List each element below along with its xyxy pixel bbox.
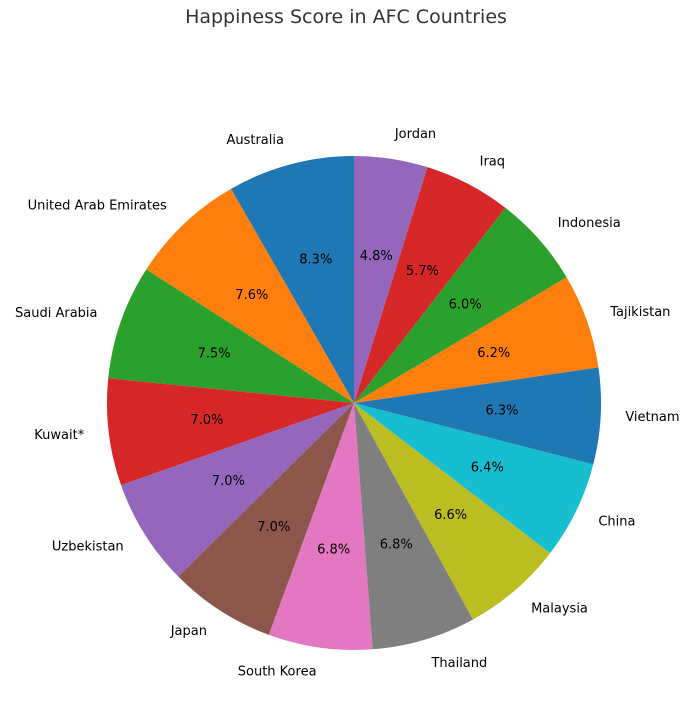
pie-category-label-south-korea: South Korea — [238, 665, 317, 680]
pie-percent-label-thailand: 6.8% — [380, 538, 413, 553]
pie-slice-kuwait — [107, 378, 355, 486]
pie-percent-label-united-arab-emirates: 7.6% — [235, 288, 268, 303]
pie-slice-malaysia — [354, 403, 551, 620]
pie-percent-label-indonesia: 6.0% — [449, 297, 482, 312]
pie-slice-thailand — [354, 403, 473, 650]
pie-percent-label-vietnam: 6.3% — [485, 403, 518, 418]
pie-category-label-uzbekistan: Uzbekistan — [52, 540, 124, 555]
pie-slice-tajikistan — [354, 277, 599, 403]
pie-category-label-malaysia: Malaysia — [531, 602, 588, 617]
pie-slice-australia — [230, 156, 354, 403]
pie-category-label-indonesia: Indonesia — [558, 216, 621, 231]
pie-slice-uzbekistan — [121, 403, 355, 577]
pie-category-label-jordan: Jordan — [394, 127, 436, 142]
pie-percent-label-china: 6.4% — [471, 460, 504, 475]
pie-slice-united-arab-emirates — [146, 188, 354, 403]
pie-slice-indonesia — [354, 207, 567, 403]
pie-percent-label-kuwait: 7.0% — [190, 413, 223, 428]
pie-slice-vietnam — [354, 367, 601, 465]
chart-title: Happiness Score in AFC Countries — [185, 6, 507, 28]
pie-category-label-kuwait: Kuwait* — [34, 428, 84, 443]
pie-slice-iraq — [354, 167, 506, 403]
pie-percent-label-tajikistan: 6.2% — [477, 346, 510, 361]
pie-category-label-saudi-arabia: Saudi Arabia — [15, 306, 98, 321]
pie-slice-japan — [178, 403, 354, 635]
pie-slice-jordan — [354, 156, 428, 403]
pie-percent-label-iraq: 5.7% — [406, 264, 439, 279]
pie-category-label-thailand: Thailand — [430, 656, 487, 671]
pie-slice-south-korea — [268, 403, 373, 650]
pie-category-label-iraq: Iraq — [480, 155, 505, 170]
pie-percent-label-malaysia: 6.6% — [434, 508, 467, 523]
pie-percent-label-south-korea: 6.8% — [317, 542, 350, 557]
pie-category-label-australia: Australia — [226, 133, 284, 148]
pie-percent-label-japan: 7.0% — [257, 520, 290, 535]
pie-category-label-vietnam: Vietnam — [625, 410, 679, 425]
pie-category-label-japan: Japan — [170, 624, 207, 639]
pie-category-label-tajikistan: Tajikistan — [609, 305, 670, 320]
pie-category-label-china: China — [598, 514, 635, 529]
pie-percent-label-uzbekistan: 7.0% — [212, 474, 245, 489]
pie-percent-label-saudi-arabia: 7.5% — [198, 347, 231, 362]
pie-slice-china — [354, 403, 594, 554]
pie-percent-label-jordan: 4.8% — [360, 249, 393, 264]
pie-category-label-united-arab-emirates: United Arab Emirates — [28, 199, 167, 214]
pie-slice-saudi-arabia — [108, 269, 354, 403]
pie-percent-label-australia: 8.3% — [299, 252, 332, 267]
